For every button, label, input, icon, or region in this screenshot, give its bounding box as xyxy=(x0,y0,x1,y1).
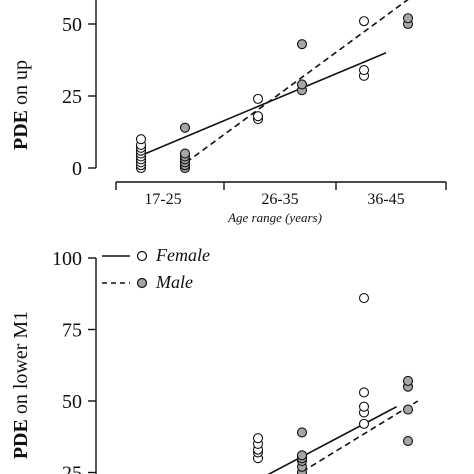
y-tick-label: 75 xyxy=(62,320,82,342)
x-tick-label: 36-45 xyxy=(367,191,404,208)
x-tick-label: 26-35 xyxy=(261,191,298,208)
y-tick-label: 0 xyxy=(72,158,82,180)
top-x-axis-label: Age range (years) xyxy=(227,210,322,225)
legend: Female Male xyxy=(102,245,210,292)
top-panel: PDE on up Age range (years) 0 25 50 17-25 26… xyxy=(10,0,447,225)
y-tick-label: 100 xyxy=(52,248,82,270)
data-point-male xyxy=(296,39,308,50)
fit-line-female xyxy=(145,52,387,155)
bottom-panel: PDE on lower M1 25 50 75 100 xyxy=(10,248,419,474)
y-tick-label: 50 xyxy=(62,391,82,413)
legend-male-marker xyxy=(136,277,148,289)
data-point-female xyxy=(358,292,370,304)
legend-male-label: Male xyxy=(155,272,193,292)
fit-line-female xyxy=(267,406,397,474)
data-point-female xyxy=(358,401,370,412)
data-point-female xyxy=(252,433,264,444)
data-point-female xyxy=(358,65,370,76)
data-point-male xyxy=(296,79,308,90)
y-tick-label: 50 xyxy=(62,14,82,36)
data-point-female xyxy=(135,134,147,145)
data-point-female xyxy=(358,16,370,27)
data-point-female xyxy=(252,111,264,122)
data-point-male xyxy=(402,435,414,447)
data-point-male xyxy=(179,148,191,159)
data-point-male xyxy=(402,404,414,415)
data-point-female xyxy=(358,418,370,429)
data-point-male xyxy=(296,450,308,461)
data-point-male xyxy=(402,375,414,387)
x-tick-label: 17-25 xyxy=(144,191,181,208)
y-tick-label: 25 xyxy=(62,463,82,474)
top-y-axis-label: PDE on up xyxy=(10,60,32,150)
data-point-female xyxy=(358,387,370,398)
legend-female-label: Female xyxy=(155,245,210,265)
data-point-female xyxy=(252,93,264,104)
fit-line-male xyxy=(185,0,409,163)
legend-female-marker xyxy=(136,250,148,262)
bottom-y-axis-label: PDE on lower M1 xyxy=(10,311,32,459)
data-point-male xyxy=(296,427,308,438)
data-point-male xyxy=(179,122,191,133)
y-tick-label: 25 xyxy=(62,86,82,108)
data-point-male xyxy=(402,13,414,24)
